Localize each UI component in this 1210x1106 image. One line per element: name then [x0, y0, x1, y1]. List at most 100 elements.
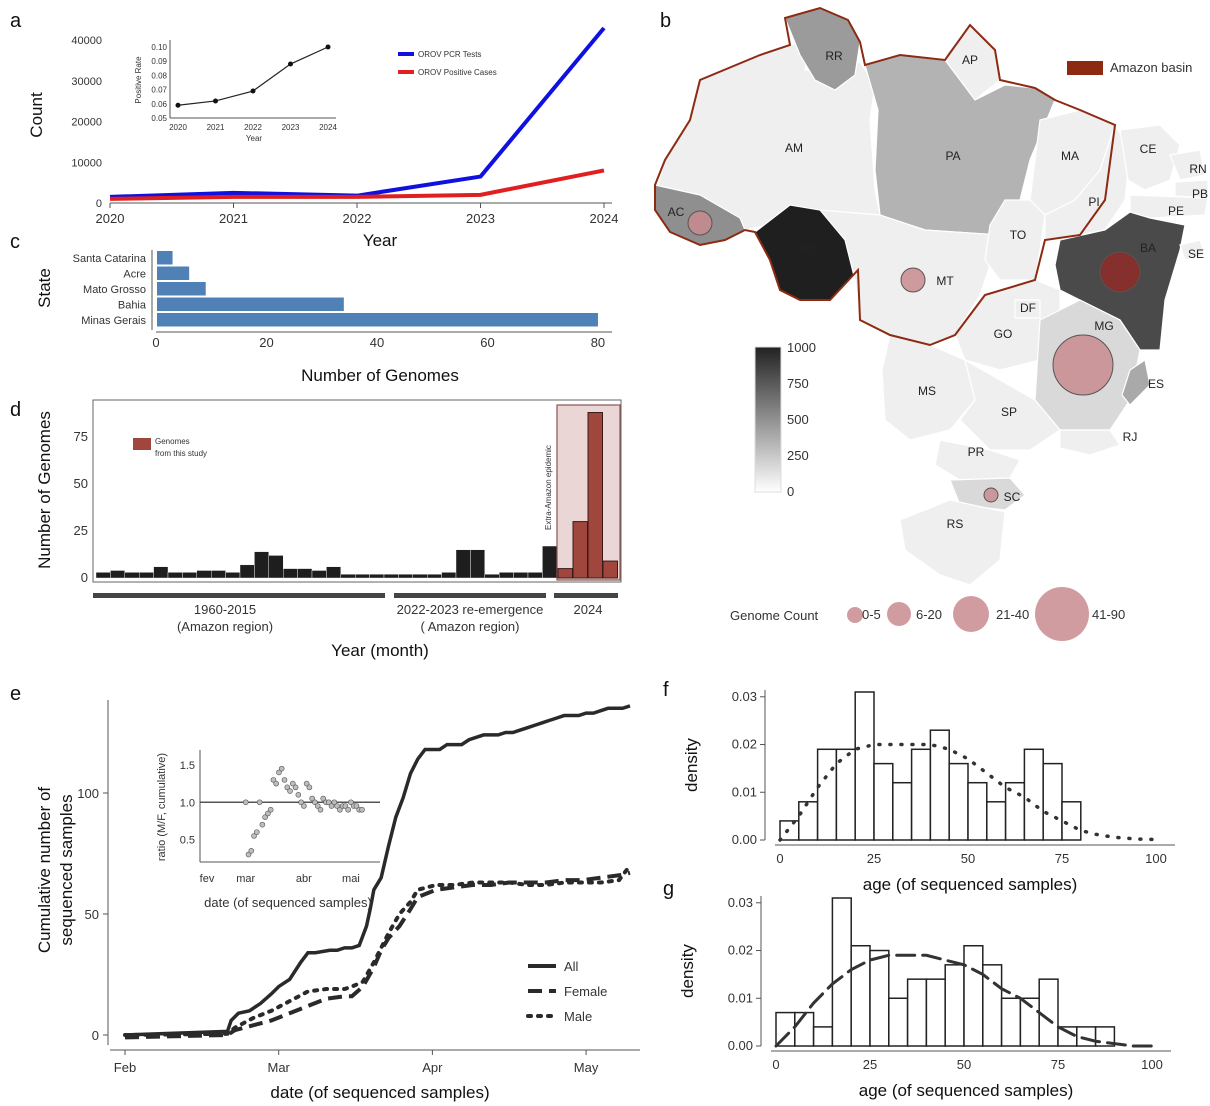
e-inset-x-tick-label: abr [296, 873, 312, 885]
e-inset-point [245, 851, 252, 858]
d-y-tick-label: 50 [74, 476, 88, 491]
panel-letter-d: d [10, 399, 21, 421]
f-bar [854, 691, 875, 841]
e-inset-point [284, 784, 291, 791]
e-y-tick-label: 50 [85, 907, 99, 922]
g-x-tick-label: 100 [1141, 1057, 1163, 1072]
panel-letter-b: b [660, 10, 671, 32]
panel-g-histogram: 0 25 50 75 100 0.00 0.01 0.02 0.03 age (of sequen… [678, 895, 1171, 1100]
amazon-basin-outline [654, 6, 1117, 347]
e-x-tick-label: May [574, 1060, 599, 1075]
g-x-tick-label: 0 [772, 1057, 779, 1072]
e-inset-point [281, 777, 288, 783]
bubble-legend-label: 41-90 [1092, 607, 1125, 622]
f-bar [986, 801, 1007, 841]
state-label-mt: MT [936, 274, 954, 288]
e-inset-x-tick-label: fev [200, 873, 215, 885]
a-y-tick-label: 40000 [71, 35, 102, 47]
bubble-legend-circle [953, 596, 989, 632]
g-y-tick-label: 0.00 [728, 1038, 753, 1053]
d-y-tick-label: 0 [81, 570, 88, 585]
d-bar [369, 574, 385, 579]
f-bar [948, 762, 969, 841]
a-y-tick-label: 30000 [71, 76, 102, 88]
d-group-bar [93, 593, 385, 598]
e-inset-point [345, 806, 351, 813]
g-bar [1076, 1026, 1097, 1047]
d-group-label: 2024 [574, 602, 603, 617]
d-bar [138, 572, 154, 579]
e-y-tick-label: 100 [77, 786, 99, 801]
g-bar [850, 944, 871, 1047]
a-inset-y-tick-label: 0.08 [151, 71, 167, 80]
e-inset-point [292, 784, 299, 791]
d-bar [167, 572, 183, 579]
state-df [1014, 299, 1041, 319]
d-bar [196, 570, 212, 579]
panel-b-map: AM RR AP PA AC RO MT MA TO PI CE RN PB PE BA SE DF GO MG ES… [654, 6, 1209, 641]
state-label-es: ES [1148, 377, 1164, 391]
colorbar [754, 346, 782, 493]
state-es [1121, 359, 1151, 406]
bubble-legend-circle [887, 602, 911, 626]
g-bar [1038, 978, 1059, 1047]
d-bar [383, 574, 399, 579]
a-inset-point [250, 88, 256, 94]
g-y-tick-label: 0.03 [728, 895, 753, 910]
e-inset-point [273, 780, 279, 787]
f-bar [1004, 781, 1026, 841]
g-y-axis-label: density [678, 944, 697, 998]
e-inset-point [314, 803, 321, 809]
g-density-curve [774, 953, 1154, 1048]
a-inset-x-label: Year [246, 134, 263, 143]
e-y-axis-label-line2: sequenced samples [57, 794, 76, 945]
d-bar [110, 570, 126, 579]
a-inset-point [288, 61, 293, 67]
state-label-mg: MG [1094, 319, 1113, 333]
c-x-axis-label: Number of Genomes [301, 366, 459, 385]
state-label-df: DF [1020, 301, 1036, 315]
g-bar [775, 1011, 796, 1047]
g-bar [888, 997, 909, 1047]
d-group-sublabel: ( Amazon region) [421, 619, 520, 634]
g-y-tick-label: 0.02 [728, 943, 753, 958]
f-y-tick-label: 0.00 [732, 832, 757, 847]
g-x-tick-label: 50 [957, 1057, 971, 1072]
a-inset-x-tick-label: 2023 [282, 123, 300, 132]
d-bar [182, 572, 197, 579]
state-sp [959, 358, 1061, 451]
panel-a-line-chart: 2020 2021 2022 2023 2024 0 10000 20000 30000 4000… [27, 26, 619, 250]
state-label-am: AM [785, 141, 803, 155]
d-bar [153, 566, 169, 579]
c-bar [157, 251, 173, 265]
g-bar [869, 949, 890, 1047]
d-group-label: 1960-2015 [194, 602, 256, 617]
c-category-label: Acre [123, 269, 146, 281]
state-label-pb: PB [1192, 187, 1208, 201]
d-bar [95, 572, 111, 579]
g-bar [1000, 997, 1022, 1047]
d-group-bar [554, 593, 618, 598]
f-y-tick-label: 0.01 [732, 784, 757, 799]
e-inset-point [290, 780, 296, 787]
d-bar [527, 572, 543, 579]
genome-bubble [1099, 251, 1141, 293]
e-inset-point [303, 780, 310, 787]
c-bar [157, 266, 190, 280]
d-bar [455, 549, 471, 579]
d-annotation: Extra-Amazon epidemic [544, 445, 553, 530]
panel-letter-g: g [663, 878, 674, 900]
c-bar [157, 297, 344, 311]
bubble-legend-label: 21-40 [996, 607, 1029, 622]
bubble-legend-label: 0-5 [862, 607, 881, 622]
state-label-rs: RS [947, 517, 964, 531]
a-series-line-0 [109, 26, 606, 199]
f-y-tick-label: 0.02 [732, 737, 757, 752]
e-inset-x-tick-label: mai [342, 873, 360, 885]
state-se [1179, 239, 1206, 261]
bubble-legend-title: Genome Count [730, 608, 819, 623]
e-legend-label: All [564, 959, 579, 974]
state-label-sc: SC [1004, 490, 1021, 504]
a-x-tick-label: 2024 [590, 211, 619, 226]
